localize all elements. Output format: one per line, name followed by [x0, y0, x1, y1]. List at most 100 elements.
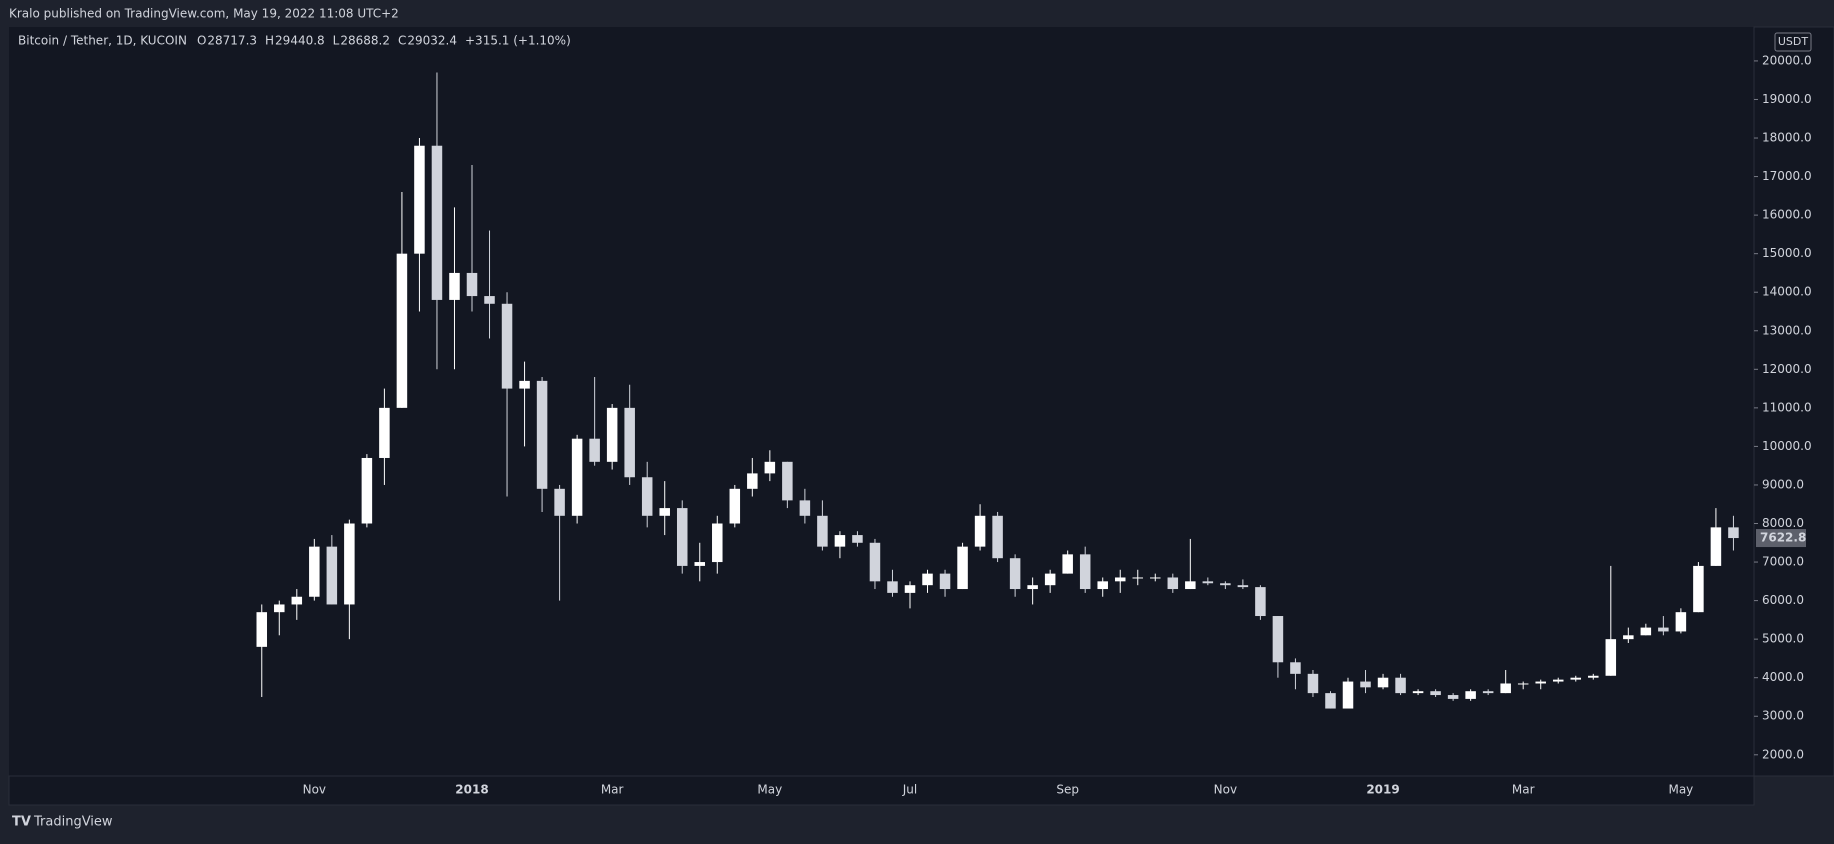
candle-body: [309, 546, 320, 597]
candle-body: [1710, 527, 1722, 566]
plot-area: [9, 27, 1754, 776]
x-tick-label: Sep: [1056, 783, 1079, 797]
candle-body: [676, 508, 688, 566]
candle-body: [852, 535, 863, 543]
ohlc-label: L: [333, 34, 340, 48]
ohlc-value: 29440.8: [275, 34, 325, 48]
candle-body: [1430, 691, 1441, 696]
candle-body: [291, 596, 303, 605]
candle-body: [1640, 627, 1652, 636]
candle-body: [747, 473, 758, 489]
candle-body: [536, 380, 548, 489]
candle-body: [501, 303, 513, 389]
candle-body: [361, 457, 373, 524]
y-tick-label: 9000.0: [1762, 477, 1804, 491]
candle-body: [1097, 581, 1108, 590]
candle-body: [1570, 677, 1582, 680]
candle-body: [1377, 677, 1389, 688]
candle-body: [1623, 635, 1634, 640]
candle-body: [571, 438, 583, 516]
logo-mark: TV: [12, 815, 31, 830]
y-tick-label: 15000.0: [1762, 246, 1812, 260]
last-price: 7622.8: [1760, 531, 1806, 545]
candle-body: [1658, 627, 1669, 632]
y-tick-label: 20000.0: [1762, 53, 1812, 67]
y-tick-label: 10000.0: [1762, 439, 1812, 453]
candle-body: [484, 296, 495, 304]
candle-body: [1044, 573, 1056, 586]
legend: Bitcoin / Tether, 1D, KUCOIN O 28717.3 H 29…: [18, 34, 571, 48]
y-tick-label: 3000.0: [1762, 709, 1804, 723]
candle-body: [694, 562, 706, 566]
candle-body: [1290, 662, 1301, 674]
y-tick-label: 8000.0: [1762, 516, 1804, 530]
candle-body: [1237, 585, 1249, 588]
candle-body: [1517, 683, 1529, 685]
candle-body: [1150, 577, 1161, 579]
candle-body: [1255, 587, 1266, 617]
candle-body: [1395, 677, 1406, 694]
y-tick-label: 16000.0: [1762, 208, 1812, 222]
candle-body: [1307, 673, 1319, 694]
candle-body: [712, 523, 723, 563]
unit: USDT: [1778, 35, 1809, 48]
publisher-line: Kralo published on TradingView.com, May …: [9, 7, 399, 21]
x-tick-label: 2019: [1366, 783, 1399, 797]
candle-body: [326, 546, 338, 605]
candle-body: [1447, 695, 1459, 699]
candle-body: [659, 508, 670, 516]
y-tick-label: 14000.0: [1762, 285, 1812, 299]
y-tick-label: 4000.0: [1762, 670, 1804, 684]
time-axis: [8, 775, 1755, 806]
y-tick-label: 11000.0: [1762, 400, 1812, 414]
candle-body: [1114, 577, 1126, 582]
candle-body: [957, 546, 968, 590]
candle-body: [396, 253, 408, 408]
candle-body: [641, 477, 653, 516]
candle-body: [344, 523, 355, 605]
candle-body: [1535, 681, 1546, 684]
candle-body: [274, 604, 285, 613]
candle-body: [1465, 691, 1476, 699]
ohlc-value: 28717.3: [207, 34, 257, 48]
candle-body: [817, 515, 828, 547]
candle-body: [1202, 581, 1214, 584]
candle-body: [1552, 679, 1564, 682]
brand: TradingView: [33, 815, 113, 830]
candle-body: [449, 272, 460, 300]
x-tick-label: Mar: [1512, 783, 1535, 797]
candle-body: [1167, 577, 1179, 590]
candle-body: [1675, 612, 1687, 632]
price-axis: [1753, 26, 1834, 777]
candle-body: [589, 438, 600, 462]
candle-body: [992, 515, 1003, 559]
y-tick-label: 13000.0: [1762, 323, 1812, 337]
x-tick-label: May: [757, 783, 782, 797]
candle-body: [1412, 691, 1424, 694]
candle-body: [1079, 554, 1091, 590]
candle-body: [834, 535, 846, 547]
candle-body: [379, 407, 390, 458]
candle-body: [729, 488, 741, 524]
x-tick-label: Mar: [601, 783, 624, 797]
candle-body: [887, 581, 898, 593]
candle-body: [1500, 683, 1511, 694]
ohlc-label: C: [398, 34, 406, 48]
candle-body: [1605, 639, 1617, 676]
x-tick-label: Nov: [1214, 783, 1237, 797]
ohlc-value: 28688.2: [340, 34, 390, 48]
candle-body: [1185, 581, 1196, 590]
candle-body: [1588, 675, 1599, 678]
candle-body: [1693, 565, 1704, 613]
candle-body: [782, 461, 793, 501]
y-tick-label: 2000.0: [1762, 747, 1804, 761]
candle-body: [939, 573, 951, 590]
candle-body: [1728, 527, 1739, 539]
footer-logo: TV: [12, 815, 31, 830]
candle-body: [519, 380, 530, 389]
y-tick-label: 5000.0: [1762, 632, 1804, 646]
candle-body: [922, 573, 933, 586]
candle-body: [1325, 693, 1336, 709]
